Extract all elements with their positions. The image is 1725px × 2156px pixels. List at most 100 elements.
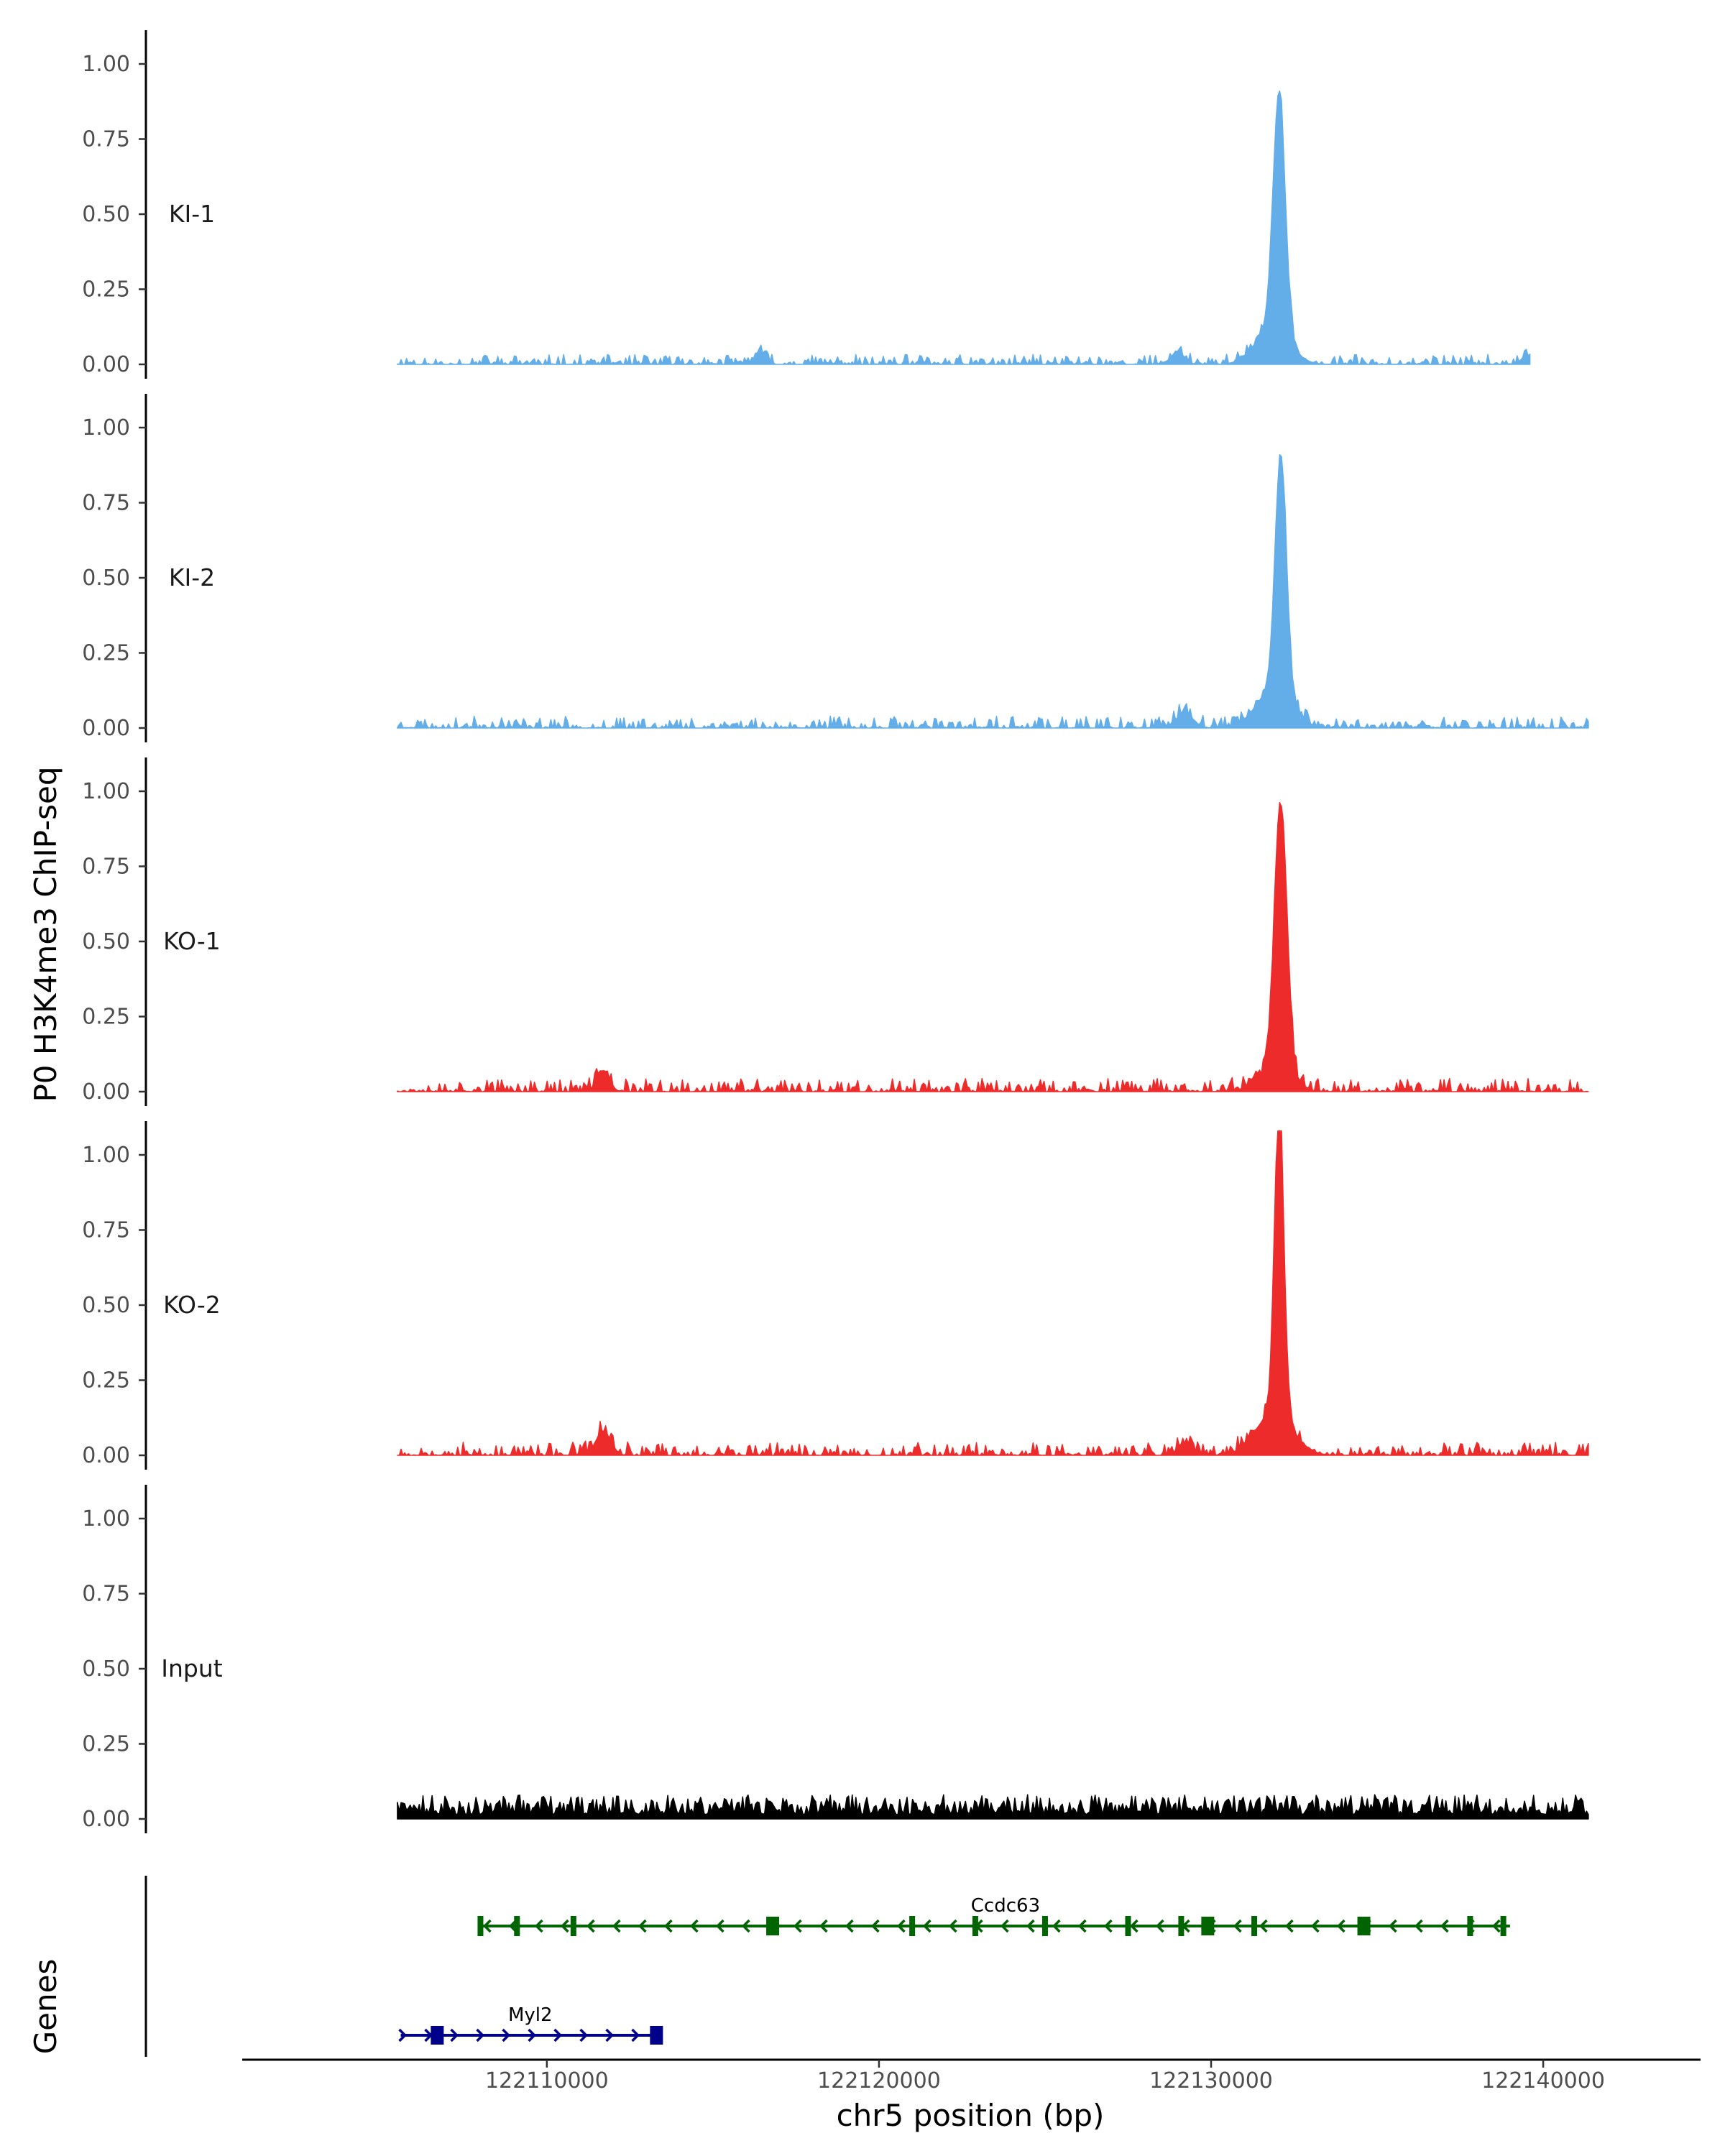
strand-arrow [612, 1919, 621, 1933]
strand-arrow [948, 1919, 957, 1933]
y-tick-label: 0.00 [82, 1079, 130, 1105]
strand-arrow [476, 2028, 485, 2042]
strand-arrow [870, 1919, 880, 1933]
strand-arrow [1491, 1919, 1501, 1933]
strand-arrow [553, 2028, 563, 2042]
strand-arrow [922, 1919, 932, 1933]
strand-arrow [663, 1919, 673, 1933]
strand-arrow [1259, 1919, 1268, 1933]
strand-arrow [1026, 1919, 1035, 1933]
y-tick-label: 0.00 [82, 716, 130, 741]
strand-arrow [1129, 1919, 1138, 1933]
exon [650, 2026, 663, 2045]
coverage-area-input [397, 1794, 1589, 1820]
strand-arrow [1052, 1919, 1061, 1933]
strand-arrow [638, 1919, 647, 1933]
coverage-tracks: 0.00 0.25 0.50 0.75 1.00 KI-1 0.00 0.25 0.50 0.75… [82, 30, 1589, 1833]
x-tick-label: 122120000 [817, 2068, 941, 2093]
y-tick-label: 0.00 [82, 352, 130, 377]
x-axis-title: chr5 position (bp) [837, 2098, 1105, 2133]
exon [909, 1916, 916, 1936]
strand-arrow [560, 1919, 569, 1933]
exon [1125, 1916, 1131, 1936]
exon [1041, 1916, 1048, 1936]
exon [1251, 1916, 1258, 1936]
coverage-area-ko-2 [397, 1130, 1589, 1456]
strand-arrow [482, 1919, 492, 1933]
track-ko-2: 0.00 0.25 0.50 0.75 1.00 KO-2 [82, 1121, 1589, 1470]
strand-arrow [528, 2028, 537, 2042]
strand-arrow [896, 1919, 906, 1933]
gene-myl2: Myl2 [398, 2004, 663, 2045]
strand-arrow [631, 2028, 640, 2042]
strand-arrow [579, 2028, 589, 2042]
track-label: KI-2 [169, 563, 215, 591]
strand-arrow [819, 1919, 828, 1933]
x-tick-label: 122110000 [485, 2068, 609, 2093]
strand-arrow [1077, 1919, 1087, 1933]
coverage-area-ki-2 [397, 453, 1589, 729]
track-label: Input [161, 1654, 223, 1682]
gene-name-label: Myl2 [508, 2004, 553, 2026]
strand-arrow [534, 1919, 543, 1933]
strand-arrow [793, 1919, 802, 1933]
strand-arrow [1414, 1919, 1423, 1933]
y-tick-label: 0.50 [82, 202, 130, 227]
strand-arrow [1440, 1919, 1449, 1933]
y-tick-label: 0.25 [82, 277, 130, 303]
y-tick-label: 1.00 [82, 415, 130, 441]
strand-arrow [845, 1919, 854, 1933]
y-tick-label: 1.00 [82, 52, 130, 77]
track-ko-1: 0.00 0.25 0.50 0.75 1.00 KO-1 [82, 757, 1589, 1106]
y-tick-label: 0.25 [82, 1368, 130, 1393]
strand-arrow [741, 1919, 750, 1933]
exon [1201, 1917, 1215, 1935]
y-axis-title: P0 H3K4me3 ChIP-seq [28, 766, 63, 1102]
y-tick-label: 0.00 [82, 1807, 130, 1832]
gene-ccdc63: Ccdc63 [477, 1895, 1510, 1936]
y-tick-label: 0.50 [82, 929, 130, 954]
strand-arrow [1155, 1919, 1164, 1933]
track-label: KO-1 [163, 927, 221, 955]
strand-arrow [605, 2028, 615, 2042]
coverage-area-ki-1 [397, 90, 1531, 365]
y-tick-label: 0.25 [82, 1732, 130, 1757]
y-tick-label: 0.75 [82, 854, 130, 880]
strand-arrow [450, 2028, 459, 2042]
track-label: KI-1 [169, 200, 215, 228]
strand-arrow [398, 2028, 408, 2042]
y-tick-label: 0.50 [82, 566, 130, 591]
y-tick-label: 0.50 [82, 1657, 130, 1682]
x-tick-label: 122130000 [1149, 2068, 1273, 2093]
strand-arrow [586, 1919, 595, 1933]
gene-name-label: Ccdc63 [971, 1895, 1040, 1917]
exon [1178, 1916, 1184, 1936]
strand-arrow [689, 1919, 699, 1933]
strand-arrow [1336, 1919, 1346, 1933]
strand-arrow [1233, 1919, 1242, 1933]
x-tick-label: 122140000 [1481, 2068, 1605, 2093]
y-tick-label: 0.75 [82, 127, 130, 152]
strand-arrow [1388, 1919, 1397, 1933]
strand-arrow [502, 2028, 511, 2042]
y-tick-label: 0.75 [82, 491, 130, 516]
exon [477, 1916, 484, 1936]
strand-arrow [1000, 1919, 1009, 1933]
strand-arrow [1103, 1919, 1113, 1933]
exon [1467, 1916, 1473, 1936]
coverage-area-ko-1 [397, 802, 1589, 1092]
exon [570, 1916, 576, 1936]
track-input: 0.00 0.25 0.50 0.75 1.00 Input [82, 1485, 1589, 1833]
y-tick-label: 0.75 [82, 1218, 130, 1243]
track-label: KO-2 [163, 1291, 221, 1319]
exon [972, 1916, 978, 1936]
exon [766, 1917, 780, 1935]
y-tick-label: 1.00 [82, 779, 130, 804]
x-axis: 122110000 122120000 122130000 122140000 [242, 2058, 1701, 2093]
y-tick-label: 0.50 [82, 1293, 130, 1318]
strand-arrow [1310, 1919, 1320, 1933]
track-ki-2: 0.00 0.25 0.50 0.75 1.00 KI-2 [82, 394, 1589, 742]
y-tick-label: 0.00 [82, 1443, 130, 1468]
track-ki-1: 0.00 0.25 0.50 0.75 1.00 KI-1 [82, 30, 1531, 379]
